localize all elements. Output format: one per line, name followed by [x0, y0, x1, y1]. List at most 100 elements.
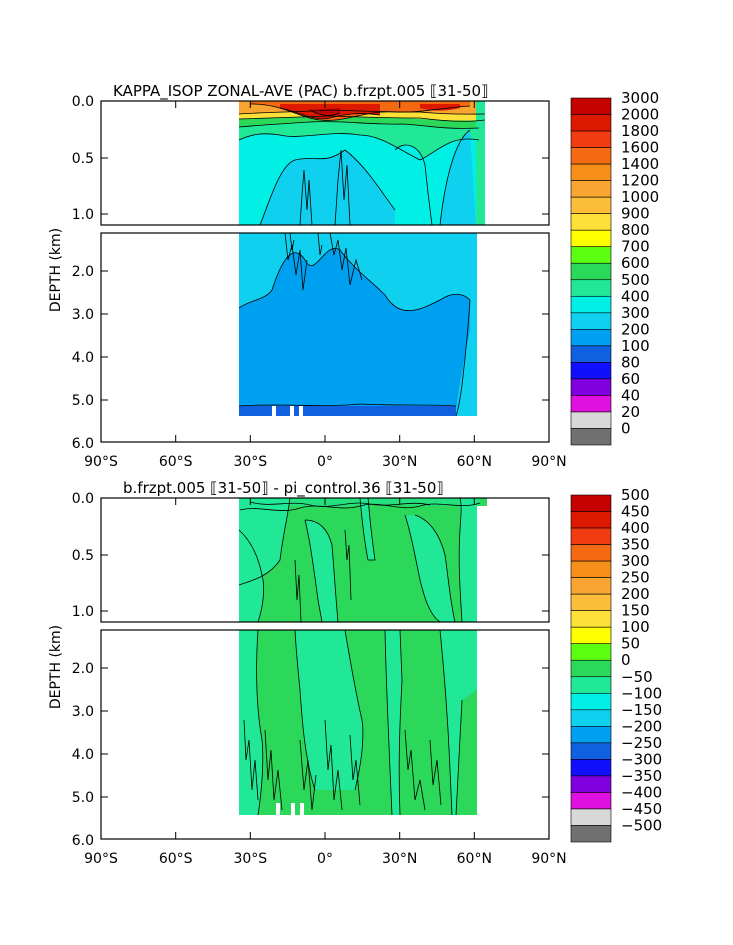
colorbar-swatch	[570, 792, 612, 810]
y-tick-label: 2.0	[72, 264, 94, 280]
colorbar-swatch	[570, 246, 612, 264]
colorbar-label: 50	[621, 635, 640, 653]
colorbar-swatch	[570, 759, 612, 777]
colorbar-swatch	[570, 163, 612, 181]
y-tick-label: 1.0	[72, 604, 94, 620]
y-tick-label: 1.0	[72, 207, 94, 223]
colorbar-label: 1400	[621, 155, 659, 173]
lower-field	[239, 630, 477, 815]
chart-title: b.frzpt.005 ⟦31-50⟧ - pi_control.36 ⟦31-…	[123, 479, 444, 498]
colorbar-swatch	[570, 262, 612, 281]
y-tick-label: 0.5	[72, 151, 94, 167]
colorbar-swatch	[570, 544, 612, 562]
y-axis-label: DEPTH (km)	[48, 228, 64, 312]
upper-contours	[238, 103, 486, 225]
colorbar-swatch	[570, 279, 612, 297]
lower-contours	[238, 233, 471, 417]
colorbar-swatch	[570, 362, 612, 380]
colorbar-swatch	[570, 97, 612, 115]
y-tick-label: 5.0	[72, 393, 94, 409]
colorbar-label: 3000	[621, 89, 659, 107]
y-tick-label: 6.0	[72, 436, 94, 452]
colorbar-swatch	[570, 527, 612, 545]
colorbar-swatch	[570, 494, 612, 512]
colorbar-swatch	[570, 213, 612, 231]
colorbar-swatch	[570, 378, 612, 396]
x-ticks: 90°S 60°S 30°S 0° 30°N 60°N 90°N	[84, 101, 567, 470]
y-ticks-upper: 0.0 0.5 1.0	[72, 491, 549, 620]
colorbar-swatch	[570, 329, 612, 347]
y-tick-label: 2.0	[72, 661, 94, 677]
colorbar-label: 300	[621, 552, 650, 570]
colorbar-label: 900	[621, 205, 650, 223]
x-tick-label: 60°N	[457, 454, 492, 470]
y-tick-label: 6.0	[72, 833, 94, 849]
colorbar-swatch	[570, 709, 612, 727]
y-tick-label: 0.0	[72, 491, 94, 507]
colorbar-label: −350	[621, 767, 662, 785]
colorbar-swatch	[570, 825, 612, 843]
colorbar-swatch	[570, 577, 612, 595]
x-tick-label: 90°S	[84, 851, 118, 867]
colorbar-swatch	[570, 610, 612, 628]
chart-title: KAPPA_ISOP ZONAL-AVE (PAC) b.frzpt.005 ⟦…	[113, 82, 489, 101]
colorbar-swatch	[570, 428, 612, 446]
colorbar-swatch	[570, 626, 612, 645]
colorbar-label: 20	[621, 403, 640, 421]
colorbar-label: 500	[621, 271, 650, 289]
colorbar-swatch	[570, 295, 612, 314]
y-ticks-lower: 2.0 3.0 4.0 5.0 6.0	[72, 264, 549, 452]
x-tick-label: 60°S	[159, 454, 193, 470]
colorbar-swatch	[570, 114, 612, 132]
y-ticks-lower: 2.0 3.0 4.0 5.0 6.0	[72, 661, 549, 849]
colorbar-label: 1000	[621, 188, 659, 206]
lower-contours	[243, 630, 463, 816]
colorbar-label: 60	[621, 370, 640, 388]
colorbar-label: −50	[621, 668, 653, 686]
y-tick-label: 4.0	[72, 350, 94, 366]
colorbar-swatch	[570, 130, 612, 148]
x-ticks: 90°S 60°S 30°S 0° 30°N 60°N 90°N	[84, 498, 567, 867]
colorbar-swatch	[570, 742, 612, 760]
colorbar-label: 40	[621, 386, 640, 404]
panel-kappa-isop: KAPPA_ISOP ZONAL-AVE (PAC) b.frzpt.005 ⟦…	[48, 82, 659, 470]
colorbar: 3000200018001600140012001000900800700600…	[570, 89, 659, 446]
colorbar-label: −100	[621, 684, 662, 702]
colorbar-swatch	[570, 147, 612, 165]
colorbar-swatch	[570, 511, 612, 529]
colorbar-label: 100	[621, 337, 650, 355]
upper-field	[239, 498, 487, 622]
colorbar-swatch	[570, 775, 612, 793]
colorbar: 500450400350300250200150100500−50−100−15…	[570, 486, 662, 843]
colorbar-label: 1600	[621, 139, 659, 157]
y-tick-label: 3.0	[72, 704, 94, 720]
colorbar-label: 0	[621, 419, 631, 437]
colorbar-swatch	[570, 345, 612, 363]
colorbar-swatch	[570, 560, 612, 578]
y-tick-label: 4.0	[72, 747, 94, 763]
colorbar-label: 800	[621, 221, 650, 239]
colorbar-label: 400	[621, 287, 650, 305]
colorbar-swatch	[570, 196, 612, 214]
colorbar-label: 600	[621, 254, 650, 272]
colorbar-swatch	[570, 411, 612, 429]
colorbar-label: −300	[621, 750, 662, 768]
colorbar-label: 80	[621, 353, 640, 371]
colorbar-label: −400	[621, 783, 662, 801]
colorbar-swatch	[570, 726, 612, 744]
colorbar-label: −150	[621, 701, 662, 719]
colorbar-swatch	[570, 180, 612, 198]
x-tick-label: 60°N	[457, 851, 492, 867]
colorbar-swatch	[570, 692, 612, 711]
x-tick-label: 0°	[317, 454, 333, 470]
colorbar-swatch	[570, 312, 612, 330]
colorbar-label: 300	[621, 304, 650, 322]
y-tick-label: 5.0	[72, 790, 94, 806]
colorbar-swatch	[570, 229, 612, 248]
y-tick-label: 3.0	[72, 307, 94, 323]
colorbar-label: −200	[621, 717, 662, 735]
colorbar-label: 450	[621, 503, 650, 521]
colorbar-label: −500	[621, 816, 662, 834]
x-tick-label: 30°S	[233, 851, 267, 867]
